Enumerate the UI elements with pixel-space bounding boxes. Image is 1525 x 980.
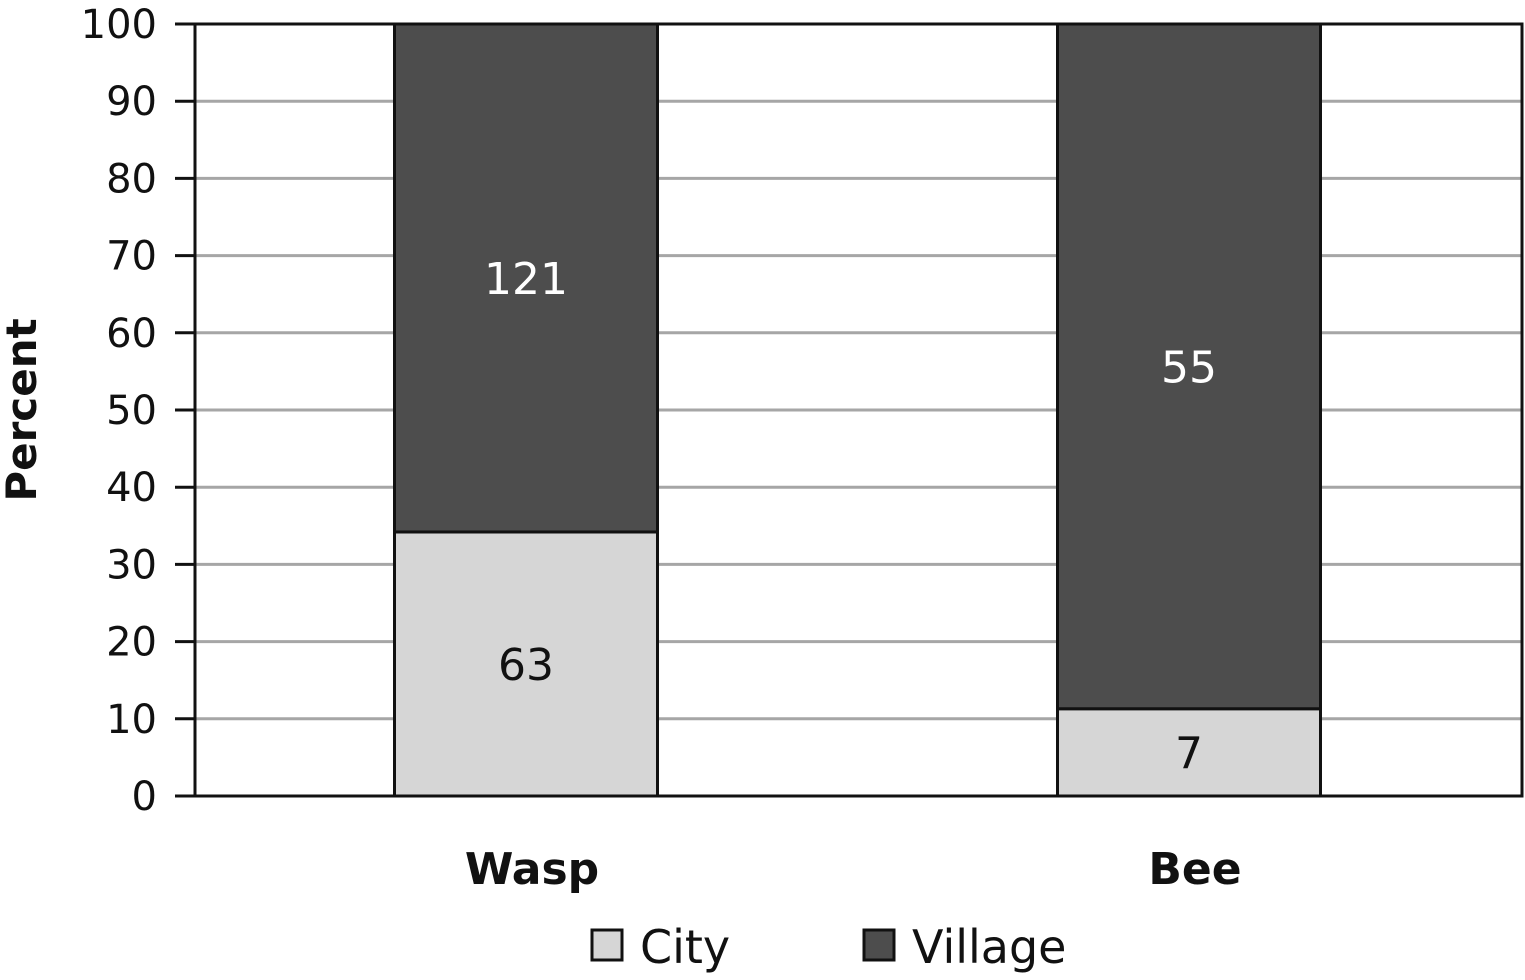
bar-value-label: 121 (484, 254, 568, 305)
bar-value-label: 63 (498, 640, 554, 691)
y-tick-label: 0 (132, 774, 157, 820)
y-tick-label: 100 (81, 2, 157, 48)
y-tick-label: 30 (106, 542, 157, 588)
y-axis: 0 10 20 30 40 50 60 70 80 90 100 (81, 2, 195, 820)
y-tick-label: 80 (106, 156, 157, 202)
bar-village-wasp (393, 22, 659, 534)
y-tick-label: 40 (106, 465, 157, 511)
x-category-label: Wasp (465, 844, 599, 895)
y-tick-label: 50 (106, 388, 157, 434)
legend-label-city: City (640, 920, 730, 974)
x-axis: Wasp Bee (465, 844, 1242, 895)
legend-label-village: Village (912, 920, 1067, 974)
y-axis-label: Percent (0, 318, 46, 501)
y-tick-label: 60 (106, 311, 157, 357)
bar-value-label: 7 (1175, 728, 1203, 779)
y-tick-label: 70 (106, 234, 157, 280)
bar-city-wasp (393, 530, 659, 798)
legend: City Village (590, 920, 1067, 974)
bar-value-label: 55 (1161, 342, 1217, 393)
y-tick-label: 90 (106, 79, 157, 125)
legend-swatch-village (862, 928, 896, 962)
legend-swatch-city (590, 928, 624, 962)
y-tick-label: 10 (106, 697, 157, 743)
bar-village-bee (1056, 22, 1322, 711)
x-category-label: Bee (1148, 844, 1241, 895)
y-tick-label: 20 (106, 620, 157, 666)
bar-city-bee (1056, 707, 1322, 798)
bars: 63 121 7 55 (393, 22, 1322, 798)
